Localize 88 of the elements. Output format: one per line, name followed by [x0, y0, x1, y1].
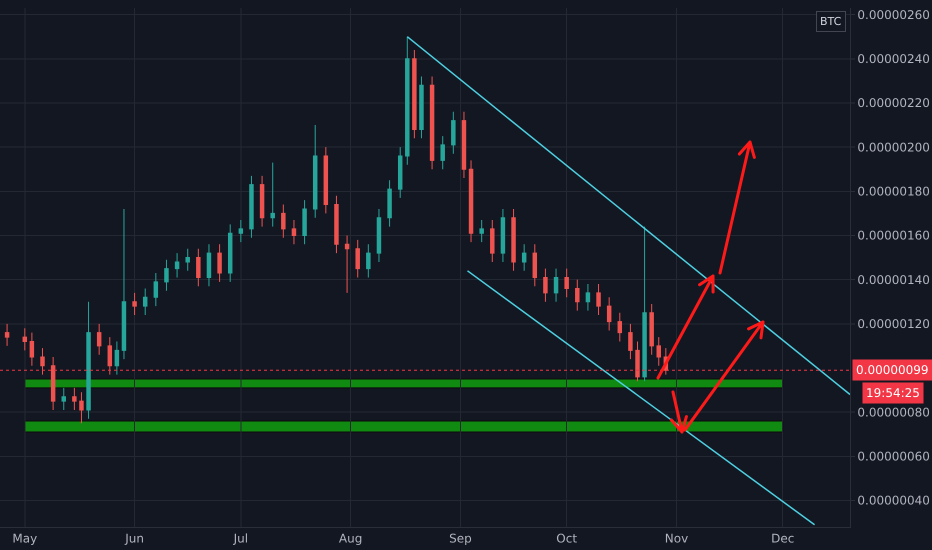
candlestick [649, 303, 654, 356]
y-tick-label: 0.00000220 [857, 96, 930, 110]
x-tick-label: Sep [449, 531, 472, 546]
candlestick [228, 224, 232, 282]
candlestick [122, 208, 126, 360]
candlestick [440, 136, 445, 170]
candlestick [419, 76, 424, 139]
candlestick [114, 340, 120, 376]
candlestick [543, 268, 548, 302]
y-tick-label: 0.00000200 [857, 140, 930, 154]
candlestick [656, 336, 661, 366]
candlestick [324, 146, 328, 214]
candlestick [281, 204, 286, 238]
candlestick [132, 292, 137, 316]
candlestick [185, 248, 190, 272]
candlestick [511, 208, 516, 272]
candlestick [468, 160, 474, 243]
candlestick [430, 76, 434, 170]
candlestick [554, 268, 558, 302]
candlestick [249, 175, 254, 238]
y-tick-label: 0.00000120 [857, 317, 930, 332]
candlestick [628, 323, 633, 360]
candlestick [355, 239, 360, 278]
candlestick [238, 220, 244, 243]
x-tick-label: Dec [771, 531, 794, 546]
candlestick [586, 284, 590, 312]
candlestick [312, 124, 318, 218]
candlestick [174, 252, 180, 278]
candlestick [334, 195, 339, 254]
candlestick [490, 220, 495, 262]
candlestick [462, 111, 466, 179]
candlestick [344, 234, 350, 294]
candlestick [376, 208, 382, 262]
candlestick [618, 312, 622, 342]
x-tick-label: Jun [124, 531, 144, 546]
candlestick [405, 36, 410, 166]
candlestick [387, 180, 392, 228]
candlestick [79, 392, 84, 424]
y-tick-label: 0.00000040 [857, 494, 930, 508]
text: 19:54:25 [866, 386, 920, 400]
candlestick [72, 387, 77, 410]
y-tick-label: 0.00000160 [857, 228, 930, 243]
candlestick [575, 279, 580, 312]
candlestick [154, 272, 158, 307]
candlestick [451, 111, 456, 154]
candlestick [292, 220, 296, 245]
candlestick [22, 328, 28, 351]
candlestick [96, 323, 102, 356]
candlestick [142, 288, 148, 316]
x-tick-label: Jul [232, 531, 248, 546]
candlestick [217, 244, 222, 282]
candlestick [412, 49, 417, 139]
candlestick [50, 356, 56, 410]
candlestick [398, 146, 402, 198]
candlestick [206, 244, 212, 287]
y-tick-label: 0.00000260 [857, 8, 930, 22]
candlestick [635, 340, 640, 382]
candlestick [522, 244, 526, 272]
y-tick-label: 0.00000240 [857, 52, 930, 66]
candlestick [606, 296, 612, 331]
candlestick [30, 332, 34, 366]
candlestick [108, 336, 112, 376]
x-tick-label: May [12, 531, 38, 546]
candlestick [40, 348, 45, 376]
x-tick-label: Nov [664, 531, 688, 546]
candlestick [260, 175, 264, 228]
candlestick [366, 244, 371, 278]
candlestick [642, 226, 647, 382]
ref-line-label: 0.00000099 [856, 363, 929, 377]
candlestick [4, 323, 10, 346]
candlestick [302, 200, 307, 245]
y-tick-label: 0.00000140 [857, 272, 930, 287]
candlestick [196, 248, 201, 287]
y-tick-label: 0.00000060 [857, 450, 930, 464]
candlestick [164, 259, 169, 292]
candlestick [62, 387, 66, 410]
candlestick [500, 208, 506, 262]
candlestick [86, 301, 91, 420]
candlestick [596, 284, 601, 316]
annotation: BTC [820, 15, 842, 28]
x-tick-label: Aug [338, 531, 362, 546]
candlestick [270, 162, 275, 228]
y-tick-label: 0.00000080 [857, 405, 930, 420]
x-tick-label: Oct [556, 531, 578, 546]
candlestick [532, 244, 538, 287]
candlestick [564, 268, 569, 298]
y-tick-label: 0.00000180 [857, 184, 930, 199]
candlestick [479, 220, 484, 243]
